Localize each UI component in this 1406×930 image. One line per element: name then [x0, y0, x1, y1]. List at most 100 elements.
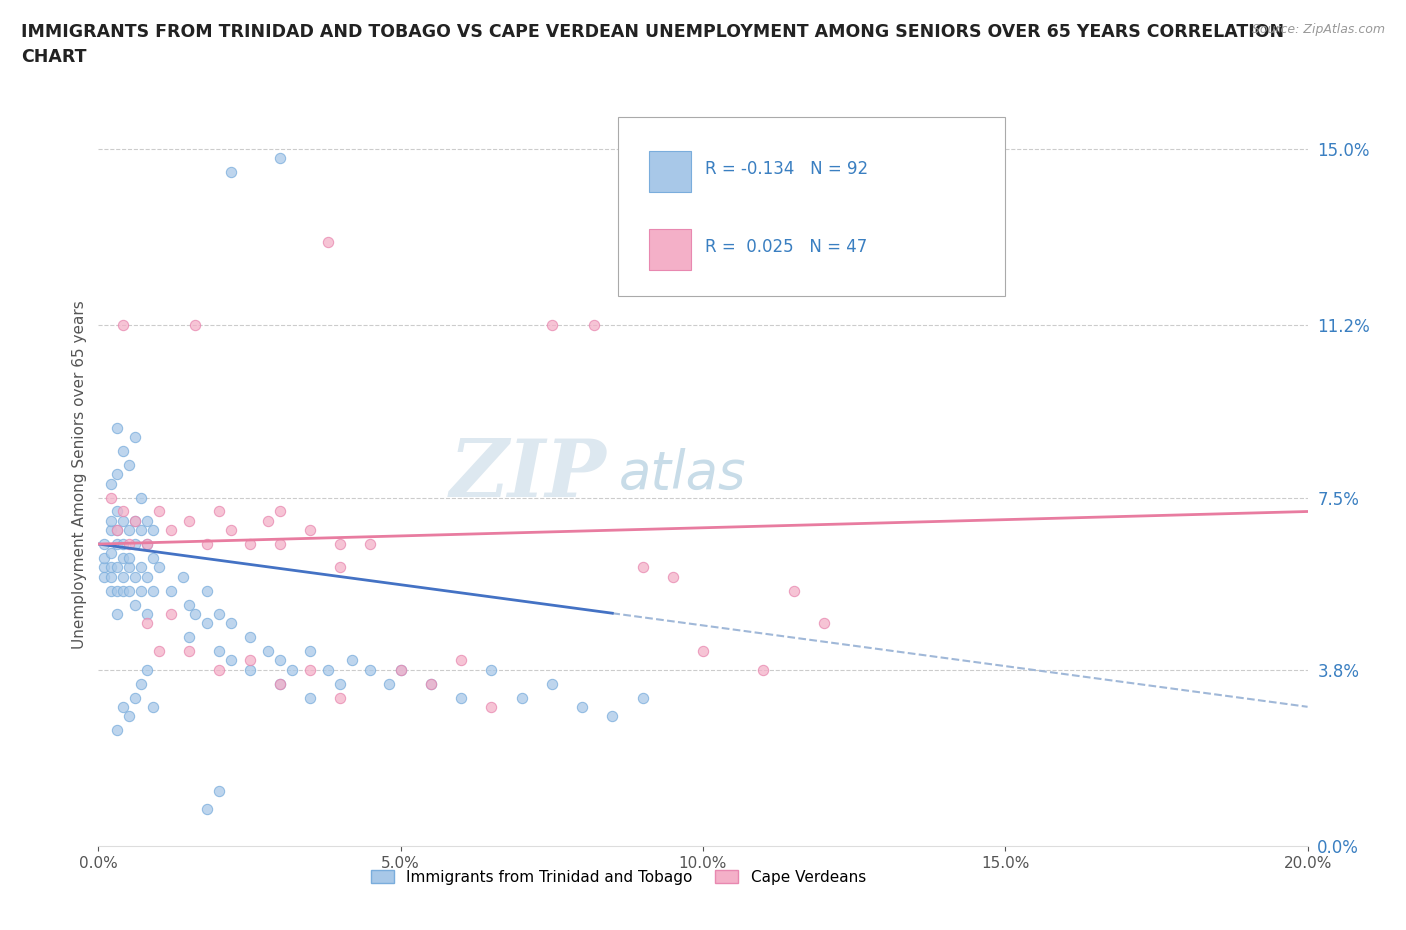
- Point: [269, 653, 291, 668]
- Point: [329, 676, 352, 691]
- Point: [208, 504, 231, 519]
- Point: [135, 606, 157, 621]
- Point: [221, 616, 243, 631]
- Point: [124, 513, 146, 528]
- Point: [118, 537, 141, 551]
- Point: [329, 537, 352, 551]
- Point: [160, 583, 183, 598]
- Point: [510, 690, 533, 705]
- Point: [135, 569, 157, 584]
- Point: [118, 551, 141, 565]
- Point: [124, 690, 146, 705]
- Point: [111, 513, 134, 528]
- Point: [316, 662, 339, 677]
- Point: [208, 644, 231, 658]
- Text: CHART: CHART: [21, 48, 87, 66]
- Point: [450, 653, 472, 668]
- Point: [105, 523, 128, 538]
- Point: [420, 676, 443, 691]
- Point: [256, 513, 278, 528]
- Point: [93, 560, 115, 575]
- Point: [540, 318, 562, 333]
- Point: [100, 490, 122, 505]
- Point: [208, 662, 231, 677]
- Point: [269, 504, 291, 519]
- Point: [142, 523, 165, 538]
- Point: [100, 560, 122, 575]
- Point: [342, 653, 364, 668]
- Point: [783, 583, 806, 598]
- Point: [299, 644, 322, 658]
- Point: [129, 523, 152, 538]
- Point: [631, 690, 654, 705]
- Y-axis label: Unemployment Among Seniors over 65 years: Unemployment Among Seniors over 65 years: [72, 300, 87, 649]
- Point: [256, 644, 278, 658]
- Point: [148, 504, 170, 519]
- Point: [239, 630, 262, 644]
- Point: [208, 606, 231, 621]
- Point: [269, 151, 291, 166]
- Point: [239, 537, 262, 551]
- Point: [540, 676, 562, 691]
- Point: [195, 616, 218, 631]
- Point: [239, 662, 262, 677]
- Point: [105, 560, 128, 575]
- Point: [184, 318, 207, 333]
- FancyBboxPatch shape: [619, 117, 1005, 296]
- Point: [661, 569, 683, 584]
- Point: [481, 662, 503, 677]
- Point: [299, 523, 322, 538]
- Point: [118, 523, 141, 538]
- Bar: [648, 229, 690, 270]
- Point: [571, 699, 593, 714]
- Point: [105, 467, 128, 482]
- Point: [135, 513, 157, 528]
- Point: [142, 551, 165, 565]
- Point: [269, 676, 291, 691]
- Point: [111, 537, 134, 551]
- Point: [118, 458, 141, 472]
- Point: [583, 318, 606, 333]
- Point: [129, 583, 152, 598]
- Point: [135, 537, 157, 551]
- Legend: Immigrants from Trinidad and Tobago, Cape Verdeans: Immigrants from Trinidad and Tobago, Cap…: [364, 863, 872, 891]
- Point: [299, 690, 322, 705]
- Point: [269, 537, 291, 551]
- Point: [221, 165, 243, 179]
- Point: [93, 537, 115, 551]
- Point: [100, 523, 122, 538]
- Point: [179, 644, 201, 658]
- Point: [100, 546, 122, 561]
- Point: [208, 783, 231, 798]
- Point: [360, 537, 382, 551]
- Point: [420, 676, 443, 691]
- Point: [105, 606, 128, 621]
- Point: [135, 616, 157, 631]
- Point: [111, 583, 134, 598]
- Point: [179, 597, 201, 612]
- Point: [160, 523, 183, 538]
- Point: [100, 583, 122, 598]
- Point: [100, 569, 122, 584]
- Point: [111, 569, 134, 584]
- Point: [195, 537, 218, 551]
- Point: [329, 72, 352, 86]
- Text: Source: ZipAtlas.com: Source: ZipAtlas.com: [1251, 23, 1385, 36]
- Point: [93, 551, 115, 565]
- Point: [184, 606, 207, 621]
- Point: [299, 662, 322, 677]
- Point: [389, 662, 412, 677]
- Point: [813, 616, 835, 631]
- Point: [129, 676, 152, 691]
- Point: [100, 513, 122, 528]
- Point: [752, 662, 775, 677]
- Bar: [648, 151, 690, 192]
- Point: [105, 583, 128, 598]
- Point: [129, 560, 152, 575]
- Point: [124, 569, 146, 584]
- Point: [692, 644, 714, 658]
- Point: [105, 523, 128, 538]
- Point: [111, 444, 134, 458]
- Point: [118, 709, 141, 724]
- Point: [602, 709, 624, 724]
